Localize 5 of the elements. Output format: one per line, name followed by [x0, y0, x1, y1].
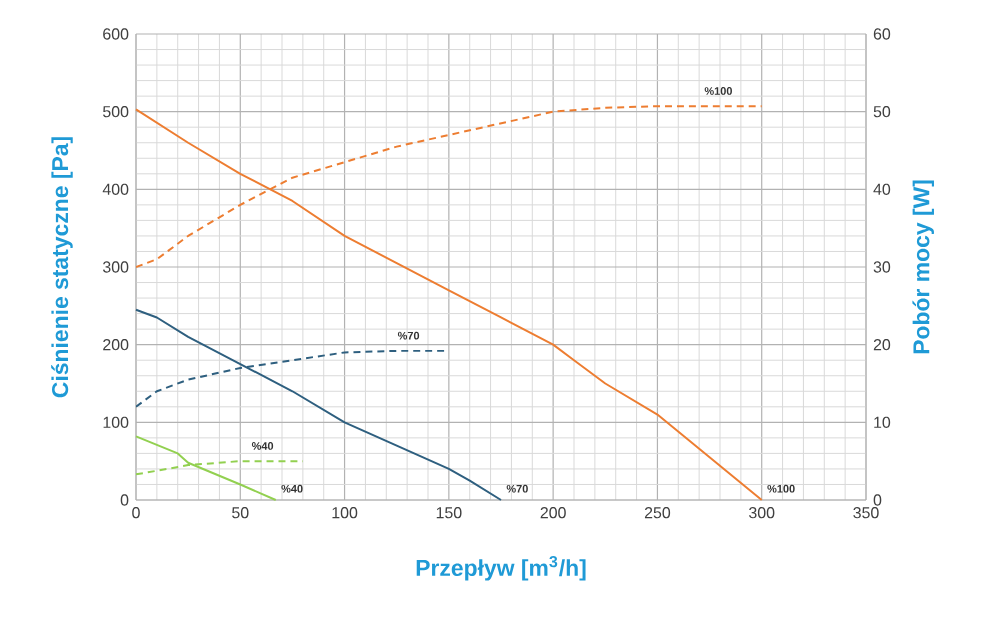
line-series — [135, 108, 763, 501]
y-axis-title: Ciśnienie statyczne [Pa] — [51, 137, 73, 398]
line-series — [135, 308, 502, 501]
y2-axis-title: Pobór mocy [W] — [912, 180, 934, 354]
x-axis-title: Przepływ [m$^{3}$/h] — [416, 555, 586, 581]
